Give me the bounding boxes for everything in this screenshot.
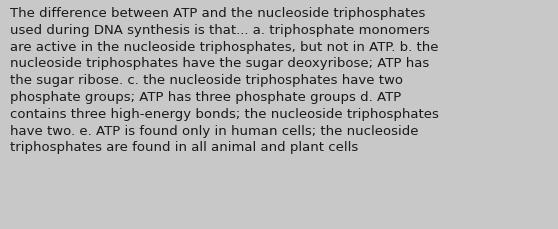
Text: The difference between ATP and the nucleoside triphosphates
used during DNA synt: The difference between ATP and the nucle… (10, 7, 439, 154)
